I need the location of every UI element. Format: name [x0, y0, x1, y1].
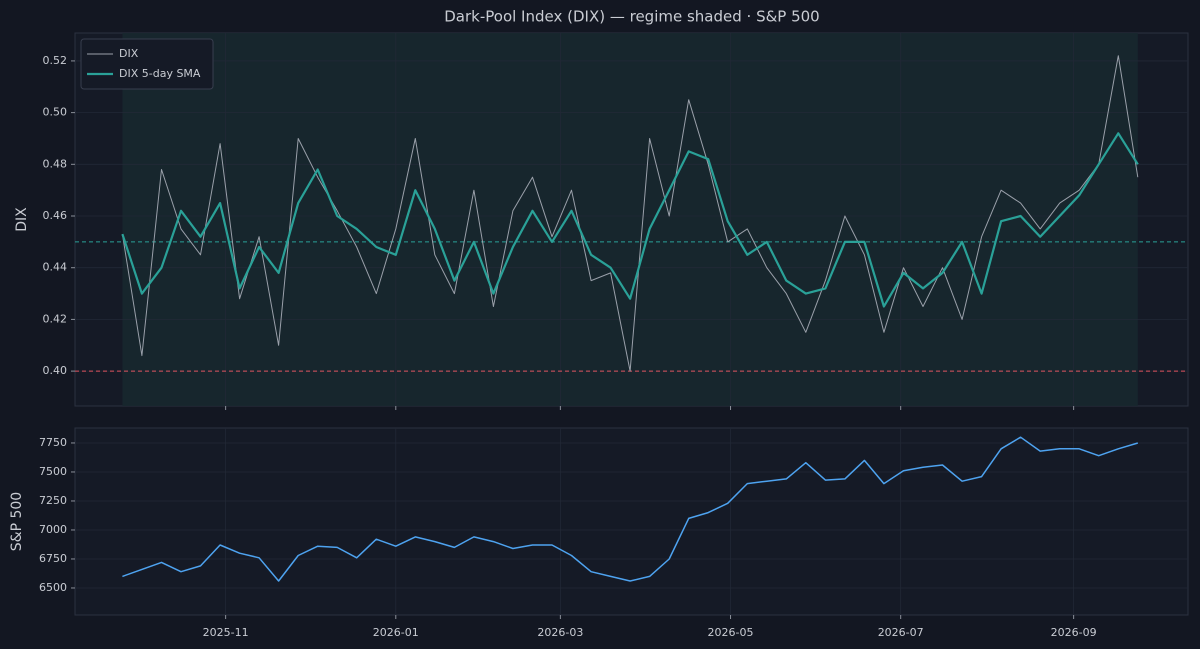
y-tick-label: 0.48 — [43, 157, 68, 170]
x-tick-label: 2026-07 — [878, 626, 924, 639]
x-tick-label: 2026-01 — [373, 626, 419, 639]
x-tick-label: 2026-09 — [1051, 626, 1097, 639]
x-tick-label: 2026-05 — [708, 626, 754, 639]
series-line — [121, 55, 1139, 372]
y-tick-label: 0.42 — [43, 312, 68, 325]
y-tick-label: 0.44 — [43, 261, 68, 274]
y-axis-label: DIX — [14, 207, 30, 232]
y-tick-label: 7500 — [39, 465, 67, 478]
legend-label: DIX 5-day SMA — [119, 67, 201, 80]
y-tick-label: 7750 — [39, 436, 67, 449]
series-line — [122, 436, 1139, 582]
chart-title: Dark-Pool Index (DIX) — regime shaded · … — [444, 8, 819, 26]
y-tick-label: 0.46 — [43, 209, 68, 222]
x-tick-label: 2026-03 — [537, 626, 583, 639]
x-tick-label: 2025-11 — [203, 626, 249, 639]
y-tick-label: 0.50 — [43, 106, 68, 119]
y-tick-label: 0.52 — [43, 54, 68, 67]
plot-area — [74, 427, 1189, 616]
y-tick-label: 7250 — [39, 494, 67, 507]
y-tick-label: 6500 — [39, 581, 67, 594]
legend-box — [80, 38, 214, 90]
y-tick-label: 7000 — [39, 523, 67, 536]
y-tick-label: 6750 — [39, 552, 67, 565]
series-line — [121, 132, 1139, 308]
regime-shade — [122, 33, 1138, 406]
y-tick-label: 0.40 — [43, 364, 68, 377]
y-axis-label: S&P 500 — [9, 492, 25, 551]
legend-label: DIX — [119, 47, 139, 60]
